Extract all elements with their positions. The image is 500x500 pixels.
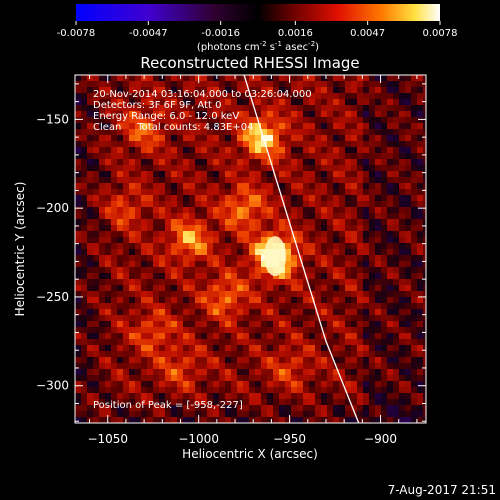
y-tick-label: −150: [36, 112, 69, 126]
y-axis: −150 −200 −250 −300: [36, 83, 426, 422]
colorbar-tick-label: -0.0078: [57, 28, 96, 39]
y-tick-label: −200: [36, 201, 69, 215]
annotation-clean-counts: Clean Total counts: 4.83E+04: [93, 122, 253, 133]
x-axis: −1050 −1000 −950 −900: [87, 75, 418, 446]
colorbar-tick-label: 0.0047: [350, 28, 385, 39]
y-axis-label: Heliocentric Y (arcsec): [13, 182, 27, 317]
peak-position-label: Position of Peak = [-958,-227]: [93, 400, 243, 411]
colorbar-tick-label: -0.0047: [129, 28, 168, 39]
peak-source: [264, 236, 287, 277]
colorbar-ticks: -0.0078 -0.0047 -0.0016 0.0016 0.0047 0.0078: [57, 21, 458, 39]
x-tick-label: −1000: [178, 432, 219, 446]
plot-frame: [74, 74, 427, 424]
colorbar-tick-label: 0.0078: [423, 28, 458, 39]
x-tick-label: −950: [273, 432, 306, 446]
y-tick-label: −250: [36, 290, 69, 304]
colorbar-tick-label: 0.0016: [278, 28, 313, 39]
y-tick-label: −300: [36, 379, 69, 393]
footer-timestamp: 7-Aug-2017 21:51: [388, 483, 496, 497]
annotation-time-range: 20-Nov-2014 03:16:04.000 to 03:26:04.000: [93, 89, 312, 100]
x-tick-label: −1050: [87, 432, 128, 446]
x-axis-label: Heliocentric X (arcsec): [182, 447, 318, 461]
x-tick-label: −900: [364, 432, 397, 446]
colorbar-units: (photons cm-2 s-1 asec-2): [197, 40, 319, 53]
colorbar: [76, 4, 440, 21]
annotation-detectors: Detectors: 3F 6F 9F, Att 0: [93, 100, 221, 111]
observation-info: 20-Nov-2014 03:16:04.000 to 03:26:04.000…: [93, 89, 312, 133]
solar-limb-line: [243, 75, 360, 423]
annotation-energy-range: Energy Range: 6.0 - 12.0 keV: [93, 111, 239, 122]
chart-title: Reconstructed RHESSI Image: [140, 54, 359, 72]
colorbar-tick-label: -0.0016: [201, 28, 240, 39]
